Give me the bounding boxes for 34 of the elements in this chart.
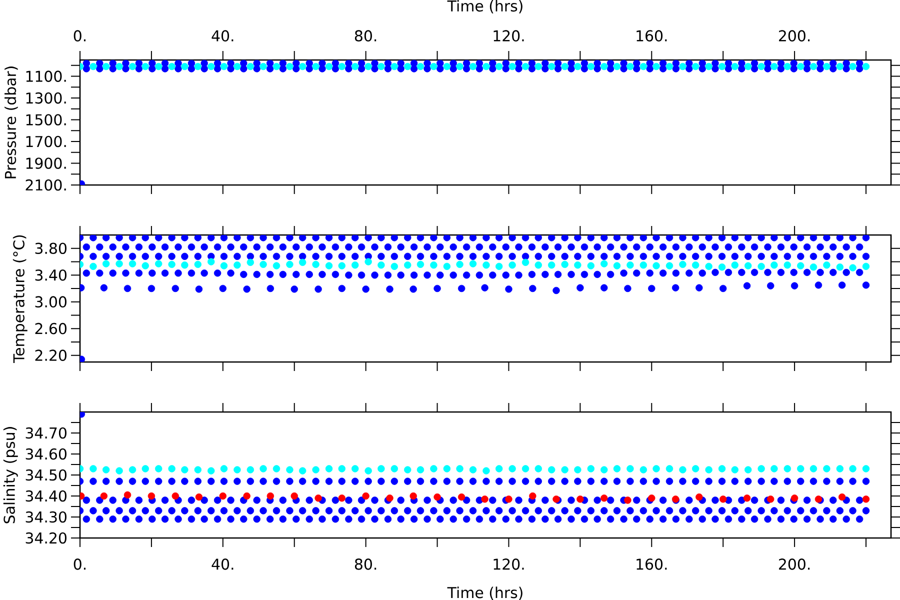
y-tick-label: 2.60 [35,322,66,334]
y-tick-label: 3.80 [35,242,66,254]
x-tick-label: 160. [636,30,667,42]
x-tick-label: 120. [494,558,524,570]
x-tick-label: 40. [212,558,234,570]
y-tick-label: 34.20 [26,532,66,544]
y-tick-label: 34.60 [26,448,66,460]
y-tick-label: 1100. [26,70,66,82]
y-tick-label: 1900. [26,158,66,169]
y-tick-label: 1300. [26,92,66,104]
y-tick-label: 34.40 [26,490,66,502]
y-tick-label: 2100. [26,179,66,191]
x-tick-label: 200. [779,558,810,570]
x-axis-title: Time (hrs) [447,0,522,14]
y-axis-title: Temperature (°C) [12,235,28,364]
y-tick-label: 3.40 [35,269,66,281]
x-tick-label: 120. [494,30,524,42]
x-tick-label: 200. [779,30,810,42]
y-tick-label: 3.00 [35,296,66,308]
y-axis-title: Pressure (dbar) [4,66,18,178]
y-tick-label: 34.70 [26,427,66,439]
y-tick-label: 34.30 [26,511,66,523]
y-tick-label: 34.50 [26,469,66,481]
x-axis-title: Time (hrs) [447,586,522,600]
x-tick-label: 80. [354,558,376,570]
x-tick-label: 0. [74,30,86,42]
y-tick-label: 2.20 [35,350,66,361]
x-tick-label: 40. [212,30,234,42]
y-tick-label: 1700. [26,136,66,148]
y-tick-label: 1500. [26,114,66,126]
x-tick-label: 0. [74,558,86,570]
x-tick-label: 80. [354,30,376,42]
x-tick-label: 160. [636,558,667,570]
y-axis-title: Salinity (psu) [3,427,18,524]
